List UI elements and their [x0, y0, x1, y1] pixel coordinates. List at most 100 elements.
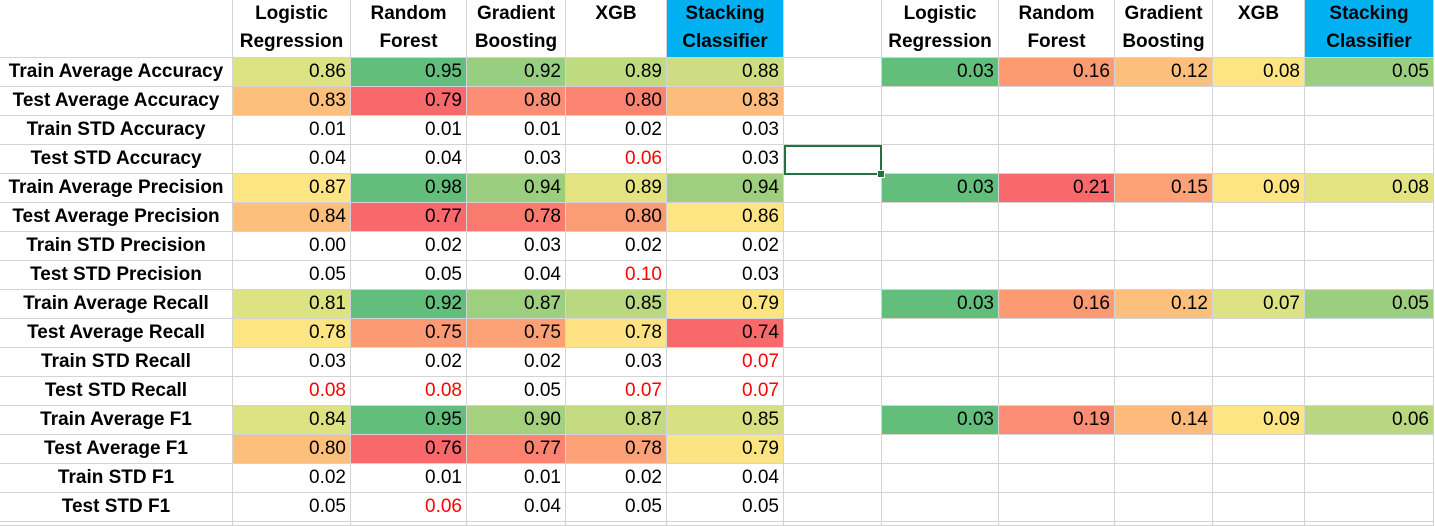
empty-cell[interactable]	[1213, 348, 1305, 377]
metric-value-cell[interactable]: 0.03	[667, 145, 784, 174]
empty-cell[interactable]	[1305, 435, 1434, 464]
empty-cell[interactable]	[1305, 377, 1434, 406]
empty-cell[interactable]	[1115, 232, 1213, 261]
metric-value-cell[interactable]: 0.94	[667, 174, 784, 203]
empty-cell[interactable]	[1305, 203, 1434, 232]
metric-value-cell[interactable]: 0.03	[233, 348, 351, 377]
metric-value-cell[interactable]: 0.80	[566, 203, 667, 232]
metric-value-cell[interactable]: 0.01	[233, 116, 351, 145]
empty-cell[interactable]	[999, 319, 1115, 348]
metric-value-cell[interactable]: 0.04	[467, 493, 566, 522]
empty-cell[interactable]	[999, 116, 1115, 145]
metric-value-cell[interactable]: 0.95	[351, 406, 467, 435]
metric-value-cell[interactable]: 0.08	[233, 377, 351, 406]
empty-cell[interactable]	[1213, 319, 1305, 348]
empty-cell[interactable]	[784, 348, 882, 377]
metric-value-cell[interactable]: 0.04	[467, 261, 566, 290]
empty-cell[interactable]	[1305, 493, 1434, 522]
train-test-gap-cell[interactable]: 0.05	[1305, 290, 1434, 319]
row-label[interactable]: Test Average F1	[0, 435, 233, 464]
empty-cell[interactable]	[1305, 319, 1434, 348]
empty-cell[interactable]	[1305, 87, 1434, 116]
metric-value-cell[interactable]: 0.06	[351, 493, 467, 522]
column-header-right-2[interactable]: Gradient Boosting	[1115, 0, 1213, 58]
empty-cell[interactable]	[233, 522, 351, 526]
empty-cell[interactable]	[882, 87, 999, 116]
empty-cell[interactable]	[1305, 232, 1434, 261]
row-label[interactable]: Train Average Recall	[0, 290, 233, 319]
empty-cell[interactable]	[882, 116, 999, 145]
train-test-gap-cell[interactable]: 0.21	[999, 174, 1115, 203]
metric-value-cell[interactable]: 0.05	[467, 377, 566, 406]
metric-value-cell[interactable]: 0.92	[351, 290, 467, 319]
empty-cell[interactable]	[1213, 232, 1305, 261]
column-header-right-0[interactable]: Logistic Regression	[882, 0, 999, 58]
row-label[interactable]: Test Average Recall	[0, 319, 233, 348]
train-test-gap-cell[interactable]: 0.12	[1115, 58, 1213, 87]
empty-cell[interactable]	[1213, 87, 1305, 116]
metric-value-cell[interactable]: 0.98	[351, 174, 467, 203]
row-label[interactable]: Test Average Precision	[0, 203, 233, 232]
train-test-gap-cell[interactable]: 0.08	[1305, 174, 1434, 203]
metric-value-cell[interactable]: 0.02	[351, 348, 467, 377]
empty-cell[interactable]	[1213, 116, 1305, 145]
row-label[interactable]: Train STD Recall	[0, 348, 233, 377]
row-label[interactable]: Train STD Precision	[0, 232, 233, 261]
metric-value-cell[interactable]: 0.80	[467, 87, 566, 116]
empty-cell[interactable]	[1213, 145, 1305, 174]
empty-cell[interactable]	[1115, 145, 1213, 174]
train-test-gap-cell[interactable]: 0.12	[1115, 290, 1213, 319]
metric-value-cell[interactable]: 0.92	[467, 58, 566, 87]
metric-value-cell[interactable]: 0.83	[233, 87, 351, 116]
row-label[interactable]: Test STD Accuracy	[0, 145, 233, 174]
metric-value-cell[interactable]: 0.84	[233, 406, 351, 435]
train-test-gap-cell[interactable]: 0.03	[882, 58, 999, 87]
metric-value-cell[interactable]: 0.84	[233, 203, 351, 232]
metric-value-cell[interactable]: 0.07	[566, 377, 667, 406]
metric-value-cell[interactable]: 0.03	[667, 116, 784, 145]
metric-value-cell[interactable]: 0.02	[467, 348, 566, 377]
empty-cell[interactable]	[1115, 493, 1213, 522]
header-corner-cell[interactable]	[0, 0, 233, 58]
empty-cell[interactable]	[784, 464, 882, 493]
metric-value-cell[interactable]: 0.78	[233, 319, 351, 348]
metric-value-cell[interactable]: 0.77	[351, 203, 467, 232]
empty-cell[interactable]	[999, 377, 1115, 406]
empty-cell[interactable]	[882, 493, 999, 522]
column-header-left-0[interactable]: Logistic Regression	[233, 0, 351, 58]
metric-value-cell[interactable]: 0.01	[467, 116, 566, 145]
column-header-right-4[interactable]: Stacking Classifier	[1305, 0, 1434, 58]
empty-cell[interactable]	[1305, 261, 1434, 290]
empty-cell[interactable]	[999, 232, 1115, 261]
empty-cell[interactable]	[784, 319, 882, 348]
train-test-gap-cell[interactable]: 0.06	[1305, 406, 1434, 435]
empty-cell[interactable]	[784, 406, 882, 435]
column-header-right-3[interactable]: XGB	[1213, 0, 1305, 58]
empty-cell[interactable]	[467, 522, 566, 526]
empty-cell[interactable]	[1213, 203, 1305, 232]
empty-cell[interactable]	[1305, 145, 1434, 174]
empty-cell[interactable]	[1213, 377, 1305, 406]
metric-value-cell[interactable]: 0.89	[566, 58, 667, 87]
metric-value-cell[interactable]: 0.79	[351, 87, 467, 116]
metric-value-cell[interactable]: 0.79	[667, 435, 784, 464]
metric-value-cell[interactable]: 0.02	[566, 232, 667, 261]
metric-value-cell[interactable]: 0.02	[351, 232, 467, 261]
metric-value-cell[interactable]: 0.94	[467, 174, 566, 203]
empty-cell[interactable]	[784, 203, 882, 232]
metric-value-cell[interactable]: 0.04	[667, 464, 784, 493]
empty-cell[interactable]	[1115, 319, 1213, 348]
metric-value-cell[interactable]: 0.06	[566, 145, 667, 174]
empty-cell[interactable]	[999, 145, 1115, 174]
metric-value-cell[interactable]: 0.78	[467, 203, 566, 232]
metric-value-cell[interactable]: 0.10	[566, 261, 667, 290]
train-test-gap-cell[interactable]: 0.14	[1115, 406, 1213, 435]
train-test-gap-cell[interactable]: 0.08	[1213, 58, 1305, 87]
train-test-gap-cell[interactable]: 0.16	[999, 58, 1115, 87]
metric-value-cell[interactable]: 0.04	[233, 145, 351, 174]
empty-cell[interactable]	[1115, 435, 1213, 464]
header-gap-cell[interactable]	[784, 0, 882, 58]
empty-cell[interactable]	[1115, 261, 1213, 290]
train-test-gap-cell[interactable]: 0.19	[999, 406, 1115, 435]
